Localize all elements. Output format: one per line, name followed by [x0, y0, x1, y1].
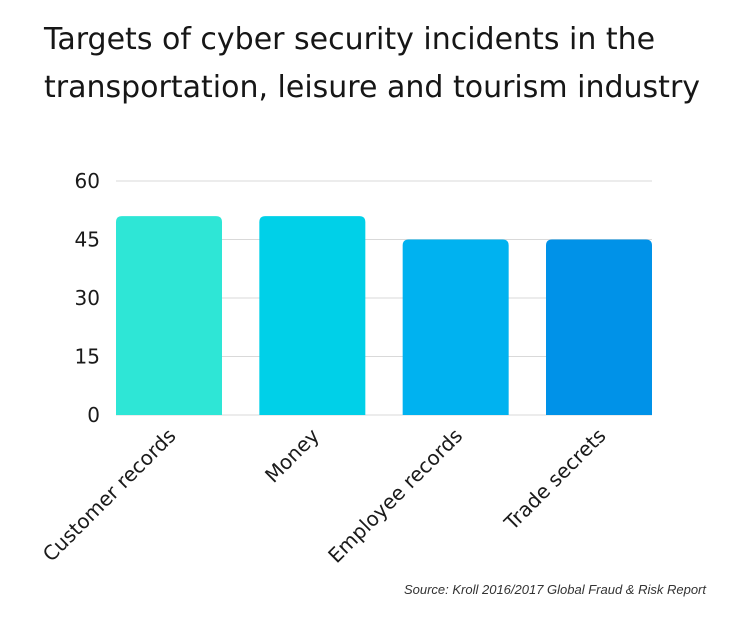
y-tick-label-30: 30	[75, 286, 100, 310]
bar-trade-secrets	[546, 239, 652, 415]
source-note: Source: Kroll 2016/2017 Global Fraud & R…	[403, 582, 706, 597]
bar-money	[259, 216, 366, 415]
y-tick-label-0: 0	[87, 403, 100, 427]
y-tick-label-60: 60	[75, 169, 100, 193]
bar-customer-records	[116, 216, 222, 415]
x-tick-label-trade-secrets: Trade secrets	[499, 424, 611, 536]
x-tick-label-employee-records: Employee records	[323, 424, 467, 568]
x-tick-label-customer-records: Customer records	[38, 424, 181, 567]
y-tick-label-15: 15	[75, 345, 100, 369]
bar-employee-records	[402, 239, 509, 415]
x-tick-label-money: Money	[260, 423, 324, 487]
chart-title-line-1: Targets of cyber security incidents in t…	[44, 22, 656, 57]
chart-title: Targets of cyber security incidents in t…	[44, 16, 724, 112]
y-tick-label-45: 45	[75, 228, 100, 252]
chart-title-line-2: transportation, leisure and tourism indu…	[44, 70, 701, 105]
